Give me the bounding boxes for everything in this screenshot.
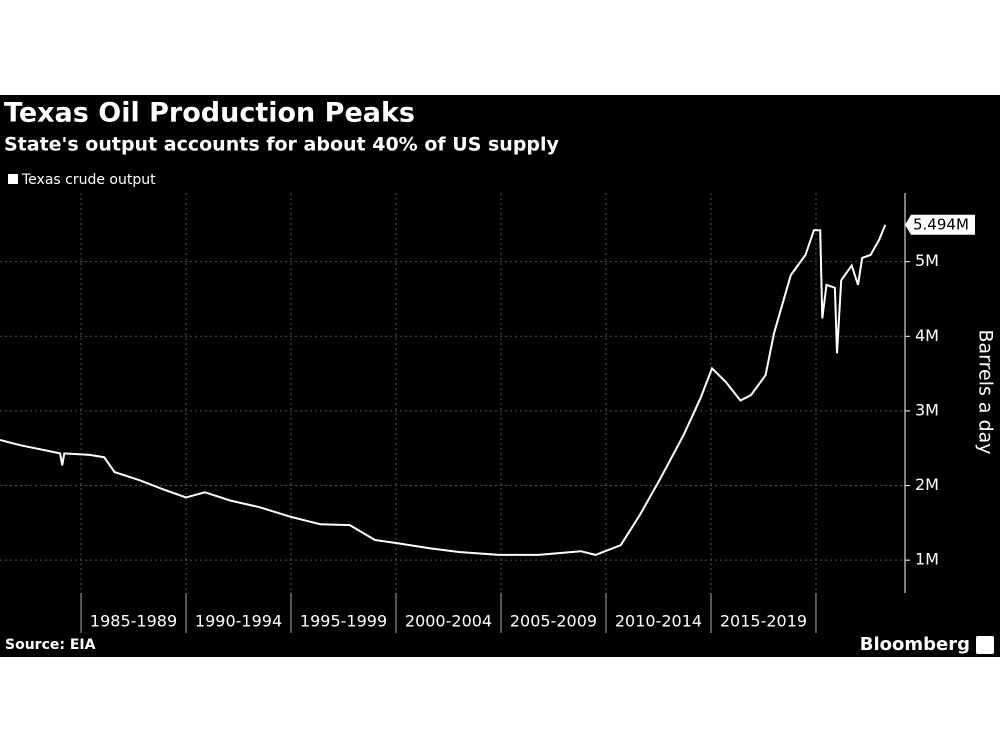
value-label-box bbox=[905, 214, 975, 235]
source: Source: EIA bbox=[5, 637, 96, 653]
y-tick-label: 1M bbox=[915, 550, 939, 569]
brand: Bloomberg bbox=[860, 634, 970, 655]
x-period-label: 2015-2019 bbox=[720, 612, 807, 631]
x-period-label: 1985-1989 bbox=[90, 612, 177, 631]
y-tick-label: 3M bbox=[915, 400, 939, 419]
brand-icon bbox=[976, 636, 994, 654]
x-period-label: 2000-2004 bbox=[405, 612, 492, 631]
value-label: 5.494M bbox=[913, 215, 969, 233]
y-tick-label: 2M bbox=[915, 475, 939, 494]
chart-title: Texas Oil Production Peaks bbox=[4, 98, 415, 129]
legend-label: Texas crude output bbox=[21, 172, 156, 188]
y-axis-title: Barrels a day bbox=[975, 329, 997, 454]
x-period-label: 2010-2014 bbox=[615, 612, 702, 631]
x-period-label: 1995-1999 bbox=[300, 612, 387, 631]
chart-subtitle: State's output accounts for about 40% of… bbox=[4, 134, 560, 156]
background bbox=[0, 95, 1000, 657]
x-period-label: 2005-2009 bbox=[510, 612, 597, 631]
y-tick-label: 5M bbox=[915, 251, 939, 270]
x-period-label: 1990-1994 bbox=[195, 612, 282, 631]
y-tick-label: 4M bbox=[915, 326, 939, 345]
legend-swatch bbox=[8, 174, 18, 184]
line bbox=[0, 224, 887, 556]
